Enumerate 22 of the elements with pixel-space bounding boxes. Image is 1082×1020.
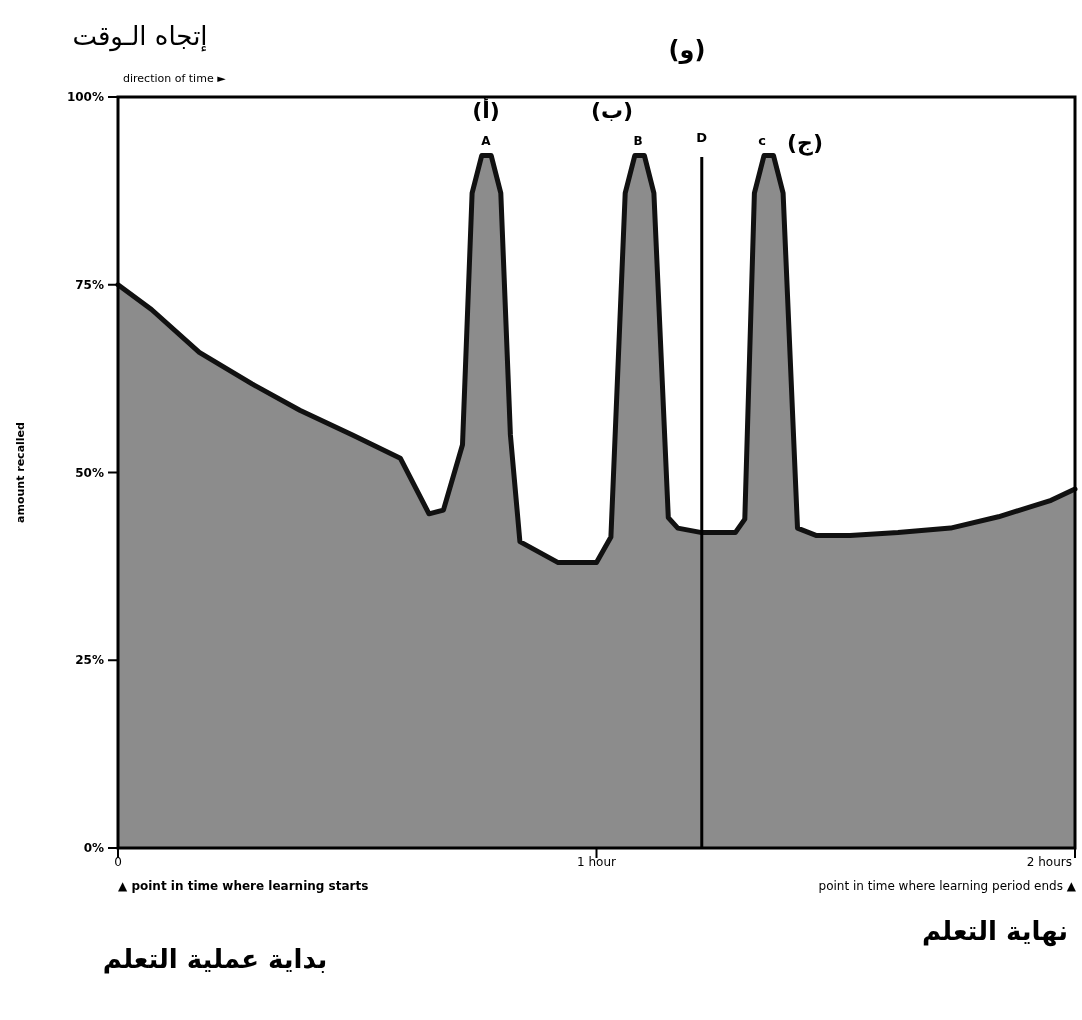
- text: نهاية التعلم: [921, 916, 1069, 947]
- x-tick-label: 2 hours: [1026, 855, 1072, 869]
- annotation: A: [481, 134, 492, 148]
- text: بداية عملية التعلم: [102, 944, 328, 974]
- annotation: c: [758, 133, 766, 148]
- y-tick-label: 100%: [66, 90, 104, 104]
- text: (و): [668, 36, 706, 64]
- ref-line-label: D: [696, 130, 708, 145]
- y-tick-label: 50%: [75, 465, 104, 480]
- annotation: (أ): [472, 95, 500, 123]
- y-tick-label: 0%: [83, 841, 104, 855]
- x-tick-label: 1 hour: [577, 855, 617, 869]
- text: point in time where learning period ends ▲: [818, 879, 1077, 893]
- y-tick-label: 75%: [75, 277, 104, 292]
- annotation: (ج): [787, 130, 823, 156]
- annotation: (ب): [590, 98, 634, 123]
- text: ▲ point in time where learning starts: [118, 879, 369, 893]
- y-tick-label: 25%: [75, 653, 104, 668]
- chart-title: إتجاه الـوقت: [72, 21, 208, 52]
- text: direction of time ►: [123, 72, 227, 85]
- y-axis-title: amount recalled: [14, 422, 27, 523]
- annotation: B: [633, 134, 643, 148]
